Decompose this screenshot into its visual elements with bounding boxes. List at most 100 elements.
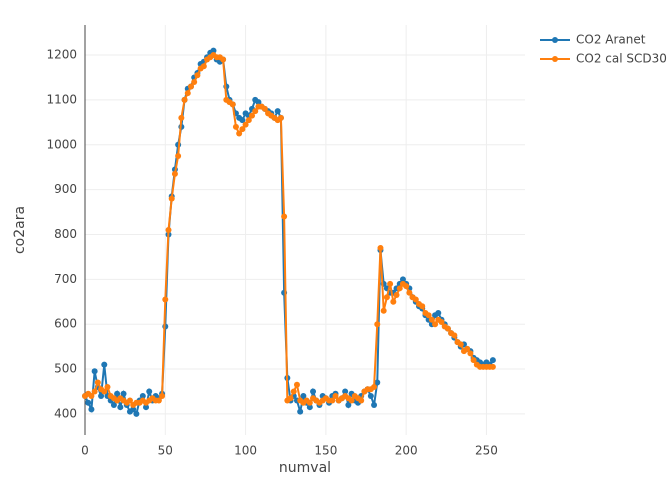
point (428, 316, 435, 323)
point (371, 384, 378, 391)
point (393, 292, 400, 299)
point (306, 404, 313, 411)
point (249, 112, 256, 119)
point (277, 114, 284, 121)
point (94, 379, 101, 386)
point (239, 126, 246, 133)
point (162, 296, 169, 303)
point (358, 397, 365, 404)
y-tick-label: 1100 (46, 92, 77, 106)
x-tick-label: 50 (158, 444, 173, 458)
x-tick-label: 200 (395, 444, 418, 458)
point (435, 309, 442, 316)
point (432, 321, 439, 328)
point (133, 410, 140, 417)
point (332, 392, 339, 399)
point (91, 388, 98, 395)
point (390, 298, 397, 305)
point (396, 285, 403, 292)
x-tick-label: 150 (314, 444, 337, 458)
point (377, 244, 384, 251)
point (236, 130, 243, 137)
point (88, 392, 95, 399)
point (367, 392, 374, 399)
point (175, 152, 182, 159)
point (464, 345, 471, 352)
point (444, 325, 451, 332)
point (374, 321, 381, 328)
point (88, 406, 95, 413)
point (178, 114, 185, 121)
point (101, 388, 108, 395)
point (306, 399, 313, 406)
point (191, 78, 198, 85)
point (239, 117, 246, 124)
point (117, 404, 124, 411)
point (451, 332, 458, 339)
y-tick-label: 400 (54, 406, 77, 420)
point (159, 392, 166, 399)
point (98, 392, 105, 399)
point (297, 408, 304, 415)
point (329, 397, 336, 404)
y-tick-label: 800 (54, 227, 77, 241)
point (252, 108, 259, 115)
point (171, 170, 178, 177)
point (287, 395, 294, 402)
point (383, 294, 390, 301)
y-tick-label: 500 (54, 362, 77, 376)
point (255, 99, 262, 106)
point (345, 401, 352, 408)
point (489, 363, 496, 370)
point (200, 63, 207, 70)
point (104, 384, 111, 391)
point (229, 101, 236, 108)
legend-marker (552, 37, 558, 43)
point (387, 280, 394, 287)
point (261, 105, 268, 112)
point (143, 404, 150, 411)
point (374, 379, 381, 386)
point (300, 392, 307, 399)
point (181, 96, 188, 103)
point (120, 390, 127, 397)
point (168, 195, 175, 202)
y-tick-label: 1200 (46, 48, 77, 62)
x-axis-label: numval (279, 460, 331, 476)
point (232, 123, 239, 130)
point (348, 397, 355, 404)
x-tick-label: 0 (81, 444, 89, 458)
point (187, 83, 194, 90)
point (467, 350, 474, 357)
point (425, 312, 432, 319)
point (85, 399, 92, 406)
point (281, 213, 288, 220)
point (310, 388, 317, 395)
y-tick-label: 600 (54, 317, 77, 331)
point (155, 397, 162, 404)
point (220, 56, 227, 63)
point (371, 401, 378, 408)
point (399, 276, 406, 283)
point (412, 296, 419, 303)
x-tick-label: 100 (234, 444, 257, 458)
series-line (84, 53, 493, 407)
series-line (84, 48, 494, 417)
point (245, 117, 252, 124)
legend-label: CO2 cal SCD30 (576, 52, 667, 66)
point (165, 227, 172, 233)
point (210, 47, 217, 54)
point (126, 397, 133, 404)
point (380, 307, 387, 314)
point (406, 289, 413, 296)
point (342, 388, 349, 395)
point (110, 401, 117, 408)
point (184, 90, 191, 97)
point (470, 357, 477, 364)
y-axis-label: co2ara (12, 206, 28, 254)
point (290, 388, 297, 395)
point (242, 121, 249, 128)
point (293, 381, 300, 388)
point (457, 341, 464, 348)
